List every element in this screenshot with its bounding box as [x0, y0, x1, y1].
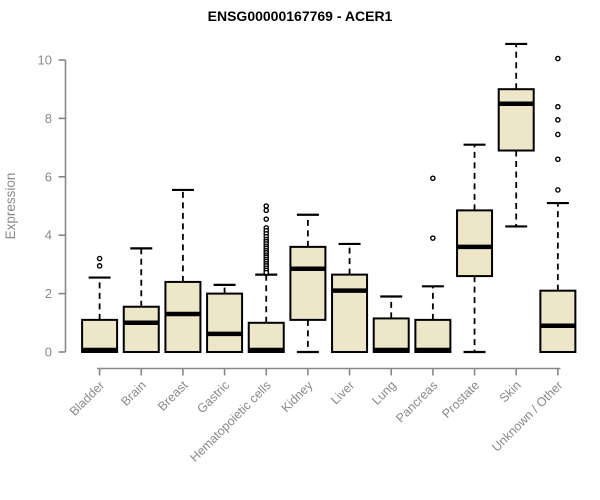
boxplot-pancreas: [414, 175, 452, 354]
x-tick-label-unknown-other: Unknown / Other: [489, 378, 565, 454]
iqr-box: [81, 318, 119, 354]
x-tick-label-bladder: Bladder: [67, 378, 107, 418]
boxplot-gastric: [206, 283, 244, 354]
iqr-box: [289, 245, 327, 321]
boxplot-kidney: [289, 213, 327, 354]
iqr-box: [122, 305, 160, 353]
outlier-point: [263, 269, 270, 276]
chart-title: ENSG00000167769 - ACER1: [208, 8, 393, 24]
iqr-box: [456, 209, 494, 278]
boxplot-lung: [372, 295, 410, 354]
outlier-point: [430, 235, 436, 241]
boxplot-skin: [497, 42, 535, 228]
x-tick-label-prostate: Prostate: [439, 378, 482, 421]
iqr-box: [206, 292, 244, 354]
iqr-box: [372, 317, 410, 354]
x-tick-label-skin: Skin: [497, 378, 524, 405]
outlier-point: [263, 216, 270, 222]
iqr-box: [164, 280, 202, 354]
outlier-point: [555, 117, 561, 123]
iqr-box: [497, 88, 535, 152]
outlier-point: [96, 263, 103, 269]
boxplot-brain: [122, 247, 160, 353]
y-tick-label: 0: [45, 345, 52, 360]
x-tick-label-brain: Brain: [118, 378, 149, 409]
boxplot-bladder: [81, 255, 119, 354]
x-tick-label-liver: Liver: [328, 378, 357, 407]
y-tick-label: 4: [45, 228, 52, 243]
outlier-point: [263, 203, 270, 209]
y-tick-label: 8: [45, 111, 52, 126]
iqr-box: [539, 289, 577, 353]
outlier-point: [430, 175, 436, 182]
plot-area: 0 2 4 6 8 10 Bladder Brain Breast GastricHematopo…: [38, 42, 577, 465]
x-tick-label-pancreas: Pancreas: [393, 378, 440, 425]
iqr-box: [247, 321, 285, 353]
iqr-box: [331, 273, 369, 353]
outlier-point: [263, 207, 270, 214]
x-tick-label-kidney: Kidney: [279, 378, 316, 415]
outlier-point: [555, 187, 561, 193]
outlier-point: [555, 156, 561, 163]
y-tick-label: 2: [45, 286, 52, 301]
outlier-point: [555, 131, 561, 138]
outlier-point: [96, 255, 103, 262]
y-axis: 0 2 4 6 8 10: [38, 53, 67, 360]
y-tick-label: 10: [38, 53, 52, 68]
boxplot-hematopoietic-cells: [247, 203, 285, 353]
boxplot-liver: [331, 242, 369, 353]
boxplot-unknown-other: [539, 55, 577, 353]
boxplot-breast: [164, 188, 202, 354]
outlier-point: [555, 103, 561, 110]
x-tick-label-gastric: Gastric: [194, 378, 232, 416]
outlier-point: [555, 55, 561, 62]
y-tick-label: 6: [45, 169, 52, 184]
x-tick-label-hematopoietic-cells: Hematopoietic cells: [187, 378, 274, 465]
iqr-box: [414, 318, 452, 354]
boxplot-prostate: [456, 143, 494, 354]
x-tick-label-lung: Lung: [369, 378, 399, 408]
y-axis-label: Expression: [3, 173, 18, 240]
x-tick-label-breast: Breast: [155, 378, 191, 414]
